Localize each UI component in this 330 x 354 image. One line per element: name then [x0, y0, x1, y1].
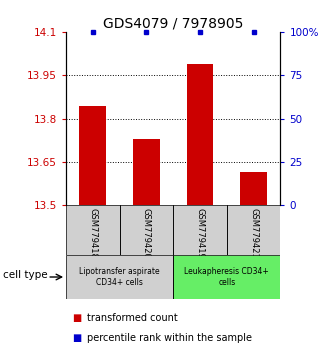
Text: Lipotransfer aspirate
CD34+ cells: Lipotransfer aspirate CD34+ cells	[79, 267, 160, 287]
Text: ■: ■	[73, 333, 82, 343]
Text: transformed count: transformed count	[87, 313, 178, 323]
Bar	[187, 64, 214, 205]
Bar	[119, 205, 173, 255]
Text: GSM779421: GSM779421	[249, 208, 258, 258]
Bar	[133, 139, 160, 205]
Text: percentile rank within the sample: percentile rank within the sample	[87, 333, 252, 343]
Text: GSM779419: GSM779419	[196, 208, 205, 258]
Bar	[240, 172, 267, 205]
Text: ■: ■	[73, 313, 82, 323]
Text: Leukapheresis CD34+
cells: Leukapheresis CD34+ cells	[184, 267, 269, 287]
Bar	[227, 205, 280, 255]
Bar	[80, 105, 106, 205]
Text: cell type: cell type	[3, 270, 48, 280]
Bar	[66, 255, 173, 299]
Bar	[66, 205, 119, 255]
Bar	[173, 205, 227, 255]
Text: GSM779418: GSM779418	[88, 208, 97, 259]
Title: GDS4079 / 7978905: GDS4079 / 7978905	[103, 17, 244, 31]
Text: GSM779420: GSM779420	[142, 208, 151, 258]
Bar	[173, 255, 280, 299]
